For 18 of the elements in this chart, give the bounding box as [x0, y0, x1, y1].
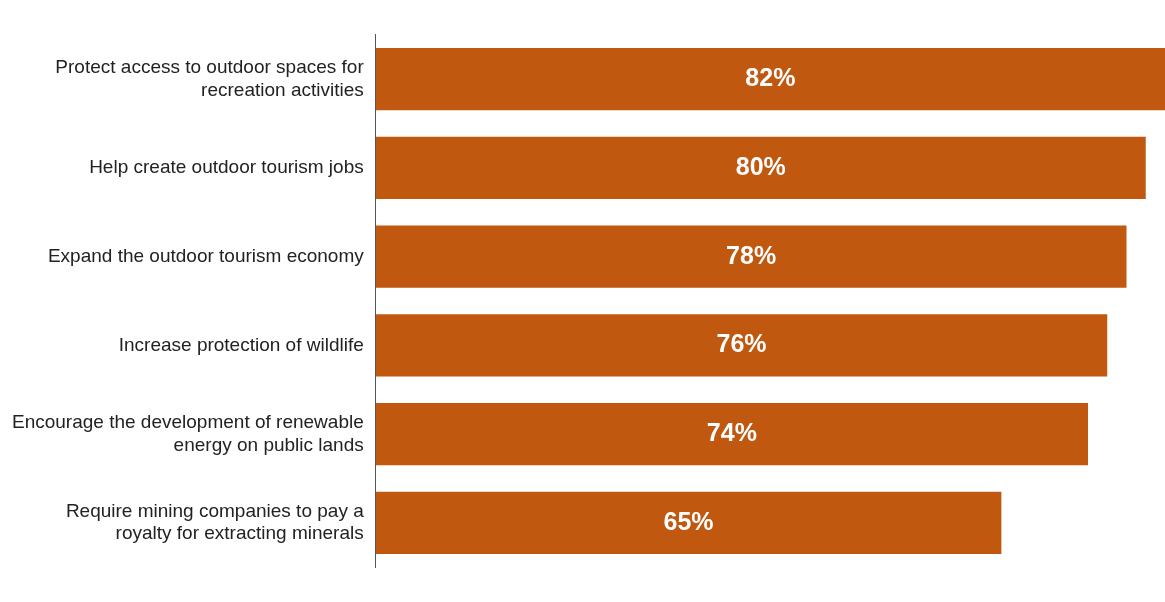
y-tick-label: Increase protection of wildlife — [118, 333, 364, 355]
y-tick-label: Encourage the development of renewable energy on public lands — [11, 410, 364, 455]
data-label: 82% — [745, 63, 796, 92]
bar — [375, 491, 1002, 554]
y-tick-label: Help create outdoor tourism jobs — [89, 156, 364, 178]
data-label: 80% — [735, 151, 786, 180]
data-label: 78% — [726, 240, 777, 269]
bar — [375, 403, 1088, 466]
bar — [375, 48, 1165, 111]
data-label: 65% — [663, 506, 714, 535]
y-tick-label: Require mining companies to pay a royalty for extracting minerals — [65, 499, 365, 544]
data-label: 74% — [706, 417, 757, 446]
data-label: 76% — [716, 329, 767, 358]
bar — [375, 225, 1127, 288]
y-tick-label: Protect access to outdoor spaces for recreation activities — [55, 56, 365, 100]
bar — [375, 136, 1146, 199]
y-tick-label: Expand the outdoor tourism economy — [47, 244, 365, 266]
bar — [375, 314, 1108, 377]
